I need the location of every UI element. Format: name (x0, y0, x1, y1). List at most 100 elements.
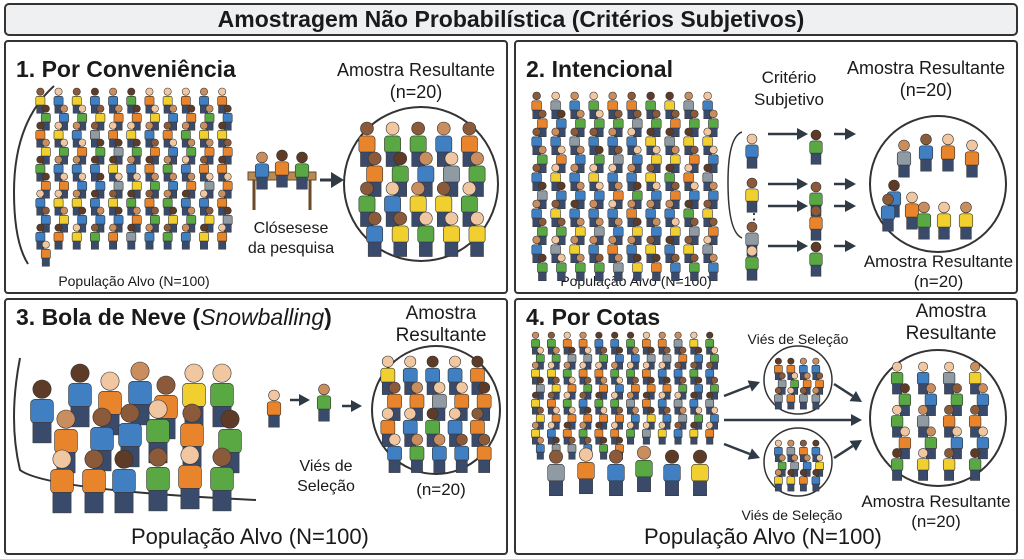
person-icon (689, 331, 699, 355)
person-icon (664, 235, 675, 263)
person-icon (180, 155, 191, 182)
person-icon (691, 449, 709, 497)
person-icon (40, 240, 51, 267)
arrow-icon (768, 128, 808, 140)
person-icon (53, 223, 64, 250)
person-icon (651, 109, 662, 137)
person-icon (537, 217, 548, 245)
person-icon (217, 189, 228, 216)
person-icon (588, 163, 599, 191)
person-icon (126, 223, 137, 250)
person-icon (435, 181, 453, 227)
panel-title-main: 3. Bola de Neve ( (16, 304, 201, 330)
person-icon (556, 181, 567, 209)
person-icon (786, 439, 796, 463)
page-title-text: Amostragem Não Probabilística (Critérios… (217, 6, 805, 32)
person-icon (162, 189, 173, 216)
result-count-top: (n=20) (899, 80, 953, 100)
person-icon (199, 155, 209, 182)
person-icon (645, 235, 656, 263)
person-icon (958, 201, 974, 240)
person-icon (626, 163, 637, 191)
person-icon (588, 91, 599, 119)
person-icon (435, 121, 453, 167)
population-crowd (531, 331, 719, 460)
panel2-figure (531, 91, 1007, 281)
person-icon (77, 172, 88, 199)
person-icon (551, 406, 561, 430)
quota-crowd-bottom (774, 439, 824, 492)
person-icon (968, 404, 982, 438)
person-icon (77, 206, 88, 233)
person-icon (588, 235, 599, 263)
person-icon (112, 449, 136, 514)
population-label: População Alvo (N=100) (131, 524, 369, 549)
person-icon (968, 448, 982, 481)
person-icon (126, 87, 137, 114)
person-icon (35, 223, 46, 250)
person-icon (809, 205, 823, 241)
person-icon (607, 199, 618, 227)
person-icon (266, 389, 282, 428)
page-title: Amostragem Não Probabilística (Critérios… (4, 3, 1018, 36)
person-icon (443, 211, 460, 257)
person-icon (454, 381, 470, 421)
arrow-icon (833, 440, 862, 460)
person-icon (815, 372, 824, 395)
person-icon (689, 391, 699, 415)
person-icon (670, 181, 681, 209)
person-icon (77, 138, 88, 165)
person-icon (402, 407, 418, 447)
person-icon (550, 235, 561, 263)
population-label: População Alvo (N=100) (58, 273, 210, 289)
person-icon (144, 87, 155, 114)
person-icon (254, 151, 270, 190)
person-icon (578, 361, 588, 385)
person-icon (531, 163, 542, 191)
result-count-bottom: (n=20) (913, 272, 964, 291)
person-icon (702, 127, 713, 155)
panel1-figure (12, 85, 499, 267)
person-icon (537, 109, 548, 137)
person-icon (657, 331, 667, 355)
person-icon (199, 87, 209, 114)
person-icon (705, 391, 715, 415)
person-icon (35, 155, 46, 182)
table-people (254, 149, 310, 190)
person-icon (678, 346, 688, 370)
bias-label-top: Viés de Seleção (747, 331, 849, 347)
person-icon (126, 189, 137, 216)
person-icon (50, 449, 74, 514)
person-icon (705, 361, 715, 385)
person-icon (162, 223, 173, 250)
population-people (30, 361, 242, 514)
person-icon (613, 181, 624, 209)
person-icon (575, 217, 586, 245)
person-icon (547, 391, 556, 415)
person-icon (942, 448, 956, 481)
result-label-line1: Amostra (405, 303, 477, 324)
person-icon (594, 217, 605, 245)
result-label-bottom: Amostra Resultante (863, 252, 1014, 271)
person-icon (607, 91, 618, 119)
person-icon (531, 235, 542, 263)
person-icon (180, 223, 191, 250)
person-icon (569, 199, 580, 227)
person-icon (126, 121, 137, 148)
person-icon (689, 217, 700, 245)
person-icon (108, 121, 118, 148)
person-icon (35, 121, 46, 148)
person-icon (642, 331, 651, 355)
person-icon (186, 138, 197, 165)
person-icon (535, 436, 545, 460)
person-icon (113, 206, 124, 233)
person-icon (387, 381, 402, 421)
person-icon (567, 406, 577, 430)
person-icon (204, 104, 215, 131)
arrow-icon (834, 128, 856, 140)
person-icon (630, 346, 640, 370)
person-icon (662, 346, 672, 370)
arrow-icon (723, 442, 760, 460)
person-icon (632, 217, 643, 245)
person-icon (745, 177, 759, 213)
